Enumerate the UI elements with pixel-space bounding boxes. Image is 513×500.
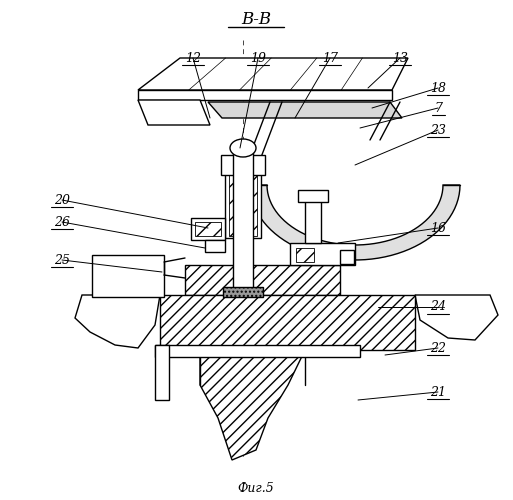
Bar xyxy=(195,222,221,236)
Bar xyxy=(221,155,265,175)
Text: 22: 22 xyxy=(430,342,446,354)
Bar xyxy=(233,148,253,290)
Ellipse shape xyxy=(230,139,256,157)
Text: 20: 20 xyxy=(54,194,70,206)
Bar xyxy=(155,345,169,400)
Bar xyxy=(160,295,415,350)
Bar xyxy=(290,243,355,265)
Text: 16: 16 xyxy=(430,222,446,234)
Bar xyxy=(205,240,225,252)
Polygon shape xyxy=(250,185,460,260)
Bar xyxy=(223,287,263,297)
Polygon shape xyxy=(138,100,210,125)
Bar xyxy=(185,265,340,295)
Text: 13: 13 xyxy=(392,52,408,64)
Text: 17: 17 xyxy=(322,52,338,64)
Text: 24: 24 xyxy=(430,300,446,314)
Bar xyxy=(249,160,257,236)
Bar xyxy=(225,158,261,238)
Bar xyxy=(229,160,237,236)
Text: 23: 23 xyxy=(430,124,446,136)
Bar xyxy=(298,190,328,202)
Bar xyxy=(296,248,314,262)
Polygon shape xyxy=(208,102,402,118)
Text: 21: 21 xyxy=(430,386,446,398)
Bar xyxy=(340,250,354,264)
Polygon shape xyxy=(138,58,408,90)
Bar xyxy=(191,218,225,240)
Text: 7: 7 xyxy=(434,102,442,114)
Text: В-В: В-В xyxy=(241,12,271,28)
Polygon shape xyxy=(138,90,392,100)
Polygon shape xyxy=(415,295,498,340)
Text: 18: 18 xyxy=(430,82,446,94)
Polygon shape xyxy=(75,295,160,348)
Bar xyxy=(155,345,360,357)
Text: Фиг.5: Фиг.5 xyxy=(238,482,274,494)
Bar xyxy=(305,195,321,243)
Polygon shape xyxy=(200,350,305,460)
Text: 26: 26 xyxy=(54,216,70,228)
Text: 19: 19 xyxy=(250,52,266,64)
Bar xyxy=(92,255,164,297)
Text: 12: 12 xyxy=(185,52,201,64)
Text: 25: 25 xyxy=(54,254,70,266)
